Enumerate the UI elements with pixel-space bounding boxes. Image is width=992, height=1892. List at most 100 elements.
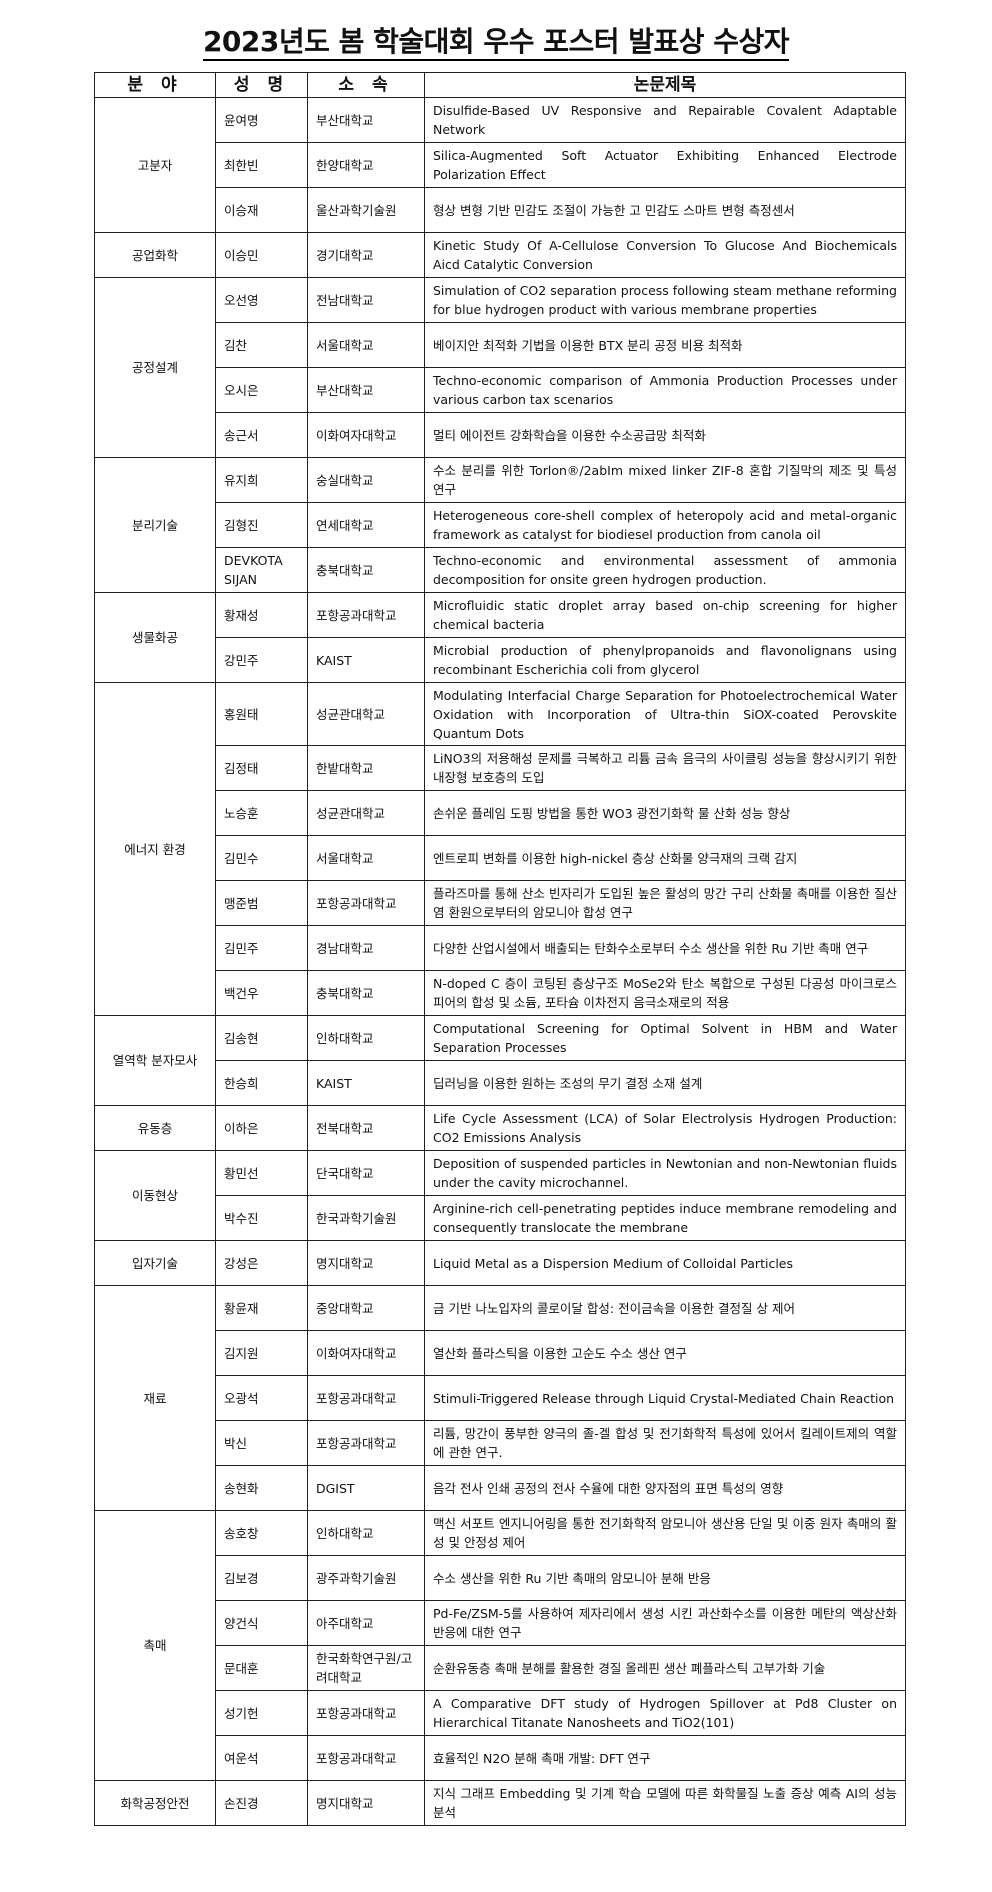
paper-title-cell: A Comparative DFT study of Hydrogen Spil…: [424, 1690, 906, 1736]
affiliation-cell: 한국과학기술원: [307, 1195, 425, 1241]
table-row: 한승희 KAIST 딥러닝을 이용한 원하는 조성의 무기 결정 소재 설계: [95, 1060, 906, 1106]
header-affiliation: 소 속: [307, 72, 425, 98]
name-cell: 맹준범: [215, 880, 308, 926]
table-row: 생물화공 황재성 포항공과대학교 Microfluidic static drople…: [94, 592, 906, 683]
table-row: DEVKOTA SIJAN 충북대학교 Techno-economic and en…: [95, 547, 906, 593]
affiliation-cell: 중앙대학교: [307, 1285, 425, 1331]
table-row: 맹준범 포항공과대학교 플라즈마를 통해 산소 빈자리가 도입된 높은 활성의 망간…: [95, 880, 906, 926]
paper-title-cell: Deposition of suspended particles in New…: [424, 1150, 906, 1196]
paper-title-cell: LiNO3의 저용해성 문제를 극복하고 리튬 금속 음극의 사이클링 성능을 …: [424, 745, 906, 791]
name-cell: 이하은: [215, 1105, 308, 1151]
paper-title-cell: Silica-Augmented Soft Actuator Exhibitin…: [424, 142, 906, 188]
paper-title-cell: Microfluidic static droplet array based …: [424, 592, 906, 638]
paper-title-cell: Pd-Fe/ZSM-5를 사용하여 제자리에서 생성 시킨 과산화수소를 이용한…: [424, 1600, 906, 1646]
table-row: 박신 포항공과대학교 리튬, 망간이 풍부한 양극의 졸-겔 합성 및 전기화학적 …: [95, 1420, 906, 1466]
paper-title-cell: 지식 그래프 Embedding 및 기계 학습 모델에 따른 화학물질 노출 …: [424, 1780, 906, 1826]
paper-title-cell: Arginine-rich cell-penetrating peptides …: [424, 1195, 906, 1241]
name-cell: 김민수: [215, 835, 308, 881]
affiliation-cell: 이화여자대학교: [307, 412, 425, 458]
affiliation-cell: 부산대학교: [307, 97, 425, 143]
affiliation-cell: 포항공과대학교: [307, 592, 425, 638]
affiliation-cell: 단국대학교: [307, 1150, 425, 1196]
table-header-row: 분 야 성 명 소 속 논문제목: [94, 72, 906, 98]
paper-title-cell: 음각 전사 인쇄 공정의 전사 수율에 대한 양자점의 표면 특성의 영향: [424, 1465, 906, 1511]
field-cell: 공정설계: [94, 277, 216, 458]
table-row: 김찬 서울대학교 베이지안 최적화 기법을 이용한 BTX 분리 공정 비용 최적화: [95, 322, 906, 368]
table-row: 고분자 윤여명 부산대학교 Disulfide-Based UV Responsive…: [94, 97, 906, 233]
field-cell: 고분자: [94, 97, 216, 233]
name-cell: 성기헌: [215, 1690, 308, 1736]
paper-title-cell: 효율적인 N2O 분해 촉매 개발: DFT 연구: [424, 1735, 906, 1781]
field-cell: 화학공정안전: [94, 1780, 216, 1826]
name-cell: 송근서: [215, 412, 308, 458]
table-row: 화학공정안전 손진경 명지대학교 지식 그래프 Embedding 및 기계 학습 모…: [94, 1780, 906, 1826]
name-cell: 송호창: [215, 1510, 308, 1556]
table-row: 김민수 서울대학교 엔트로피 변화를 이용한 high-nickel 층상 산화물 …: [95, 835, 906, 881]
affiliation-cell: 한국화학연구원/고려대학교: [307, 1645, 425, 1691]
table-row: 오시은 부산대학교 Techno-economic comparison of Am…: [95, 367, 906, 413]
paper-title-cell: Disulfide-Based UV Responsive and Repair…: [424, 97, 906, 143]
affiliation-cell: 성균관대학교: [307, 682, 425, 746]
name-cell: 오시은: [215, 367, 308, 413]
table-row: 유동층 이하은 전북대학교 Life Cycle Assessment (LCA) o…: [94, 1105, 906, 1151]
name-cell: 노승훈: [215, 790, 308, 836]
affiliation-cell: 충북대학교: [307, 547, 425, 593]
affiliation-cell: 전북대학교: [307, 1105, 425, 1151]
affiliation-cell: 포항공과대학교: [307, 1375, 425, 1421]
paper-title-cell: 손쉬운 플레임 도핑 방법을 통한 WO3 광전기화학 물 산화 성능 향상: [424, 790, 906, 836]
name-cell: 유지희: [215, 457, 308, 503]
name-cell: 오광석: [215, 1375, 308, 1421]
affiliation-cell: 포항공과대학교: [307, 1420, 425, 1466]
name-cell: 김형진: [215, 502, 308, 548]
affiliation-cell: 경기대학교: [307, 232, 425, 278]
table-body: 고분자 윤여명 부산대학교 Disulfide-Based UV Responsive…: [94, 97, 906, 1826]
name-cell: 강민주: [215, 637, 308, 683]
name-cell: 황윤재: [215, 1285, 308, 1331]
affiliation-cell: 연세대학교: [307, 502, 425, 548]
field-cell: 생물화공: [94, 592, 216, 683]
paper-title-cell: 다양한 산업시설에서 배출되는 탄화수소로부터 수소 생산을 위한 Ru 기반 …: [424, 925, 906, 971]
affiliation-cell: KAIST: [307, 1060, 425, 1106]
name-cell: 김송현: [215, 1015, 308, 1061]
name-cell: 한승희: [215, 1060, 308, 1106]
name-cell: 이승재: [215, 187, 308, 233]
paper-title-cell: 수소 분리를 위한 Torlon®/2abIm mixed linker ZIF…: [424, 457, 906, 503]
table-row: 김정태 한밭대학교 LiNO3의 저용해성 문제를 극복하고 리튬 금속 음극의 사…: [95, 745, 906, 791]
field-cell: 재료: [94, 1285, 216, 1511]
table-row: 열역학 분자모사 김송현 인하대학교 Computational Screening …: [94, 1015, 906, 1106]
field-cell: 유동층: [94, 1105, 216, 1151]
name-cell: 여운석: [215, 1735, 308, 1781]
name-cell: 양건식: [215, 1600, 308, 1646]
affiliation-cell: 명지대학교: [307, 1240, 425, 1286]
name-cell: 오선영: [215, 277, 308, 323]
header-paper-title: 논문제목: [424, 72, 906, 98]
field-cell: 입자기술: [94, 1240, 216, 1286]
paper-title-cell: 형상 변형 기반 민감도 조절이 가능한 고 민감도 스마트 변형 측정센서: [424, 187, 906, 233]
affiliation-cell: 충북대학교: [307, 970, 425, 1016]
paper-title-cell: Kinetic Study Of A-Cellulose Conversion …: [424, 232, 906, 278]
field-cell: 열역학 분자모사: [94, 1015, 216, 1106]
paper-title-cell: Techno-economic comparison of Ammonia Pr…: [424, 367, 906, 413]
name-cell: 박신: [215, 1420, 308, 1466]
paper-title-cell: 멀티 에이전트 강화학습을 이용한 수소공급망 최적화: [424, 412, 906, 458]
table-row: 송근서 이화여자대학교 멀티 에이전트 강화학습을 이용한 수소공급망 최적화: [95, 412, 906, 458]
paper-title-cell: Simulation of CO2 separation process fol…: [424, 277, 906, 323]
paper-title-cell: Microbial production of phenylpropanoids…: [424, 637, 906, 683]
name-cell: 홍원태: [215, 682, 308, 746]
paper-title-cell: 리튬, 망간이 풍부한 양극의 졸-겔 합성 및 전기화학적 특성에 있어서 킬…: [424, 1420, 906, 1466]
affiliation-cell: 광주과학기술원: [307, 1555, 425, 1601]
table-row: 박수진 한국과학기술원 Arginine-rich cell-penetrating…: [95, 1195, 906, 1241]
field-cell: 분리기술: [94, 457, 216, 593]
awardees-table: 분 야 성 명 소 속 논문제목 고분자 윤여명 부산대학교 Disulfide-Ba…: [94, 72, 906, 1826]
name-cell: 김정태: [215, 745, 308, 791]
table-row: 김보경 광주과학기술원 수소 생산을 위한 Ru 기반 촉매의 암모니아 분해 반응: [95, 1555, 906, 1601]
paper-title-cell: Modulating Interfacial Charge Separation…: [424, 682, 906, 746]
affiliation-cell: 서울대학교: [307, 322, 425, 368]
table-row: 노승훈 성균관대학교 손쉬운 플레임 도핑 방법을 통한 WO3 광전기화학 물 산…: [95, 790, 906, 836]
affiliation-cell: 인하대학교: [307, 1015, 425, 1061]
table-row: 공정설계 오선영 전남대학교 Simulation of CO2 separation…: [94, 277, 906, 458]
table-row: 이승재 울산과학기술원 형상 변형 기반 민감도 조절이 가능한 고 민감도 스마트…: [95, 187, 906, 233]
paper-title-cell: 맥신 서포트 엔지니어링을 통한 전기화학적 암모니아 생산용 단일 및 이중 …: [424, 1510, 906, 1556]
table-row: 백건우 충북대학교 N-doped C 층이 코팅된 층상구조 MoSe2와 탄소 …: [95, 970, 906, 1016]
affiliation-cell: 숭실대학교: [307, 457, 425, 503]
